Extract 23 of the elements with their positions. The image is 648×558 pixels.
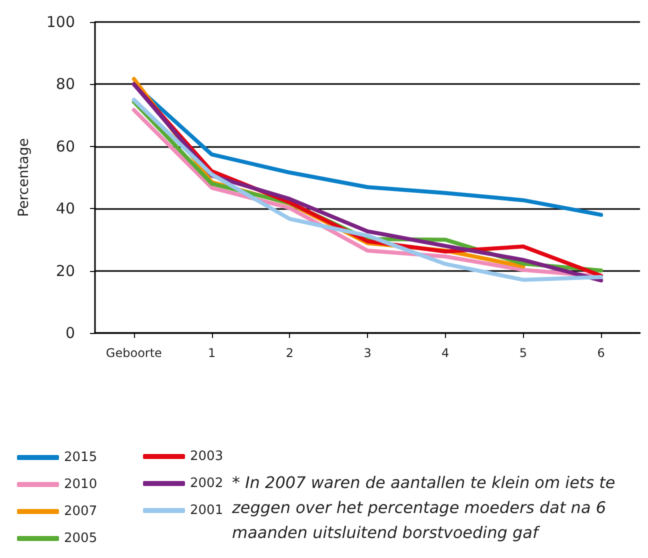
legend-label: 2003 (190, 449, 224, 464)
legend-label: 2005 (64, 531, 98, 546)
legend-label: 2002 (190, 476, 224, 491)
x-tick-label: 4 (442, 346, 450, 360)
y-tick-label: 80 (56, 75, 75, 94)
x-tick-label: 2 (286, 346, 294, 360)
line-series (132, 82, 604, 217)
y-axis-title: Percentage (16, 138, 32, 217)
x-tick-label: 5 (519, 346, 528, 360)
legend-label: 2007 (64, 504, 98, 519)
x-tick-label: 3 (364, 346, 372, 360)
legend-label: 2015 (64, 450, 98, 465)
text: * In 2007 waren de aantallen te klein om iets te zeggen over het percentage moeders dat na 6 maanden uitsluitend borstvoeding gaf (231, 473, 620, 542)
x-tick-label: 6 (597, 346, 605, 360)
y-tick-label: 100 (46, 13, 75, 31)
y-tick-label: 0 (65, 324, 75, 342)
x-tick-label: Geboorte (106, 346, 162, 360)
legend-label: 2010 (64, 477, 98, 492)
y-tick-label: 20 (56, 262, 75, 280)
y-tick-label: 60 (56, 137, 75, 156)
legend-label: 2001 (190, 503, 224, 518)
y-tick-label: 40 (56, 200, 75, 218)
x-tick-label: 1 (208, 346, 216, 360)
